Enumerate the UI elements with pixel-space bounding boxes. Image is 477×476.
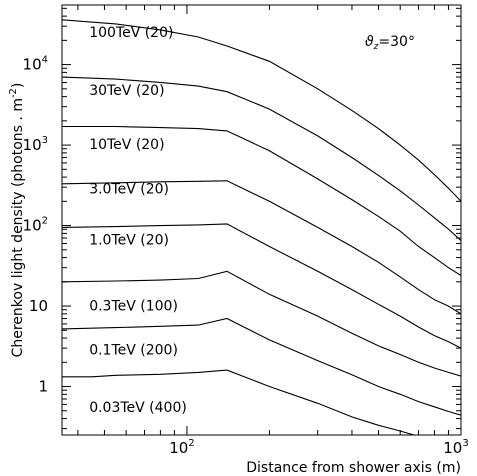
series-labels: 100TeV (20) 30TeV (20) 10TeV (20) 3.0TeV (2… xyxy=(89,25,187,416)
y-tick-label-3: 103 xyxy=(23,135,48,154)
series-line-5 xyxy=(62,270,461,377)
y-tick-label-1: 10 xyxy=(29,297,48,315)
series-line-3 xyxy=(62,180,461,315)
x-tick-label-0-exp: 2 xyxy=(188,438,194,449)
y-tick-label-2-exp: 2 xyxy=(42,216,48,227)
series-label-4: 1.0TeV (20) xyxy=(89,233,169,249)
y-tick-label-2: 102 xyxy=(23,216,48,235)
y-tick-label-1-base: 10 xyxy=(29,297,48,315)
series-line-6 xyxy=(62,317,461,416)
y-axis-label: Cherenkov light density (photons . m-2) xyxy=(8,83,26,358)
series-label-2: 10TeV (20) xyxy=(89,137,164,153)
series-label-7: 0.03TeV (400) xyxy=(89,400,187,416)
y-tick-label-4: 104 xyxy=(23,55,48,74)
series-line-2 xyxy=(62,125,461,276)
series-curves xyxy=(62,19,461,435)
x-tick-label-1: 103 xyxy=(443,438,468,457)
axis-ticks xyxy=(62,5,462,435)
series-label-5: 0.3TeV (100) xyxy=(89,299,178,315)
series-line-1 xyxy=(62,76,461,242)
series-label-6: 0.1TeV (200) xyxy=(89,343,178,359)
x-tick-label-1-exp: 3 xyxy=(462,438,468,449)
y-tick-label-4-base: 10 xyxy=(23,56,42,74)
x-tick-label-0: 102 xyxy=(169,438,194,457)
y-tick-label-0: 1 xyxy=(38,378,48,396)
series-line-7 xyxy=(62,369,416,435)
series-line-0 xyxy=(62,19,461,202)
series-label-0: 100TeV (20) xyxy=(89,25,173,41)
series-label-1: 30TeV (20) xyxy=(89,83,164,99)
series-line-4 xyxy=(62,223,461,349)
plot-frame xyxy=(61,4,462,436)
x-tick-label-1-base: 10 xyxy=(443,439,462,457)
x-axis-label: Distance from shower axis (m) xyxy=(246,460,461,476)
x-tick-label-0-base: 10 xyxy=(169,439,188,457)
series-label-3: 3.0TeV (20) xyxy=(89,182,169,198)
y-tick-label-4-exp: 4 xyxy=(42,55,48,66)
y-tick-label-2-base: 10 xyxy=(23,217,42,235)
y-tick-label-3-exp: 3 xyxy=(42,135,48,146)
y-tick-label-0-base: 1 xyxy=(38,378,48,396)
y-tick-label-3-base: 10 xyxy=(23,136,42,154)
zenith-annotation: ϑz=30° xyxy=(365,34,415,52)
